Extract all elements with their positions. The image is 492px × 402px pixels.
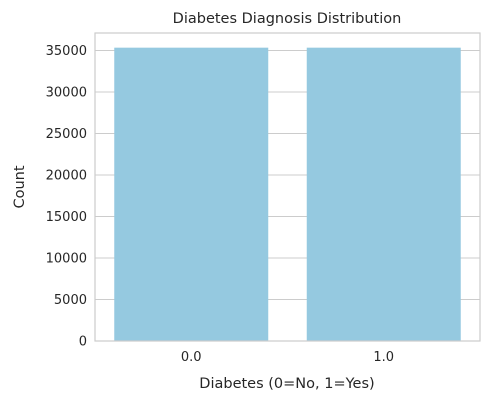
plot-frame <box>94 32 481 342</box>
y-tick-label: 30000 <box>46 86 87 101</box>
y-tick-label: 35000 <box>46 44 87 59</box>
chart-title: Diabetes Diagnosis Distribution <box>173 11 402 27</box>
y-tick-label: 5000 <box>54 293 87 308</box>
y-tick-label: 20000 <box>46 169 87 184</box>
bars <box>114 47 461 341</box>
y-tick-label: 0 <box>79 335 87 350</box>
y-axis-label: Count <box>12 165 28 208</box>
y-tick-label: 25000 <box>46 127 87 142</box>
x-axis-label: Diabetes (0=No, 1=Yes) <box>199 376 374 392</box>
x-tick-label: 0.0 <box>181 350 202 365</box>
y-tick-labels: 0 5000 10000 15000 20000 25000 30000 35000 <box>46 44 87 349</box>
y-tick-label: 15000 <box>46 210 87 225</box>
x-tick-labels: 0.0 1.0 <box>181 350 394 365</box>
bar-1-0 <box>306 47 461 341</box>
x-tick-label: 1.0 <box>373 350 394 365</box>
y-tick-label: 10000 <box>46 252 87 267</box>
bar-0-0 <box>114 47 269 341</box>
